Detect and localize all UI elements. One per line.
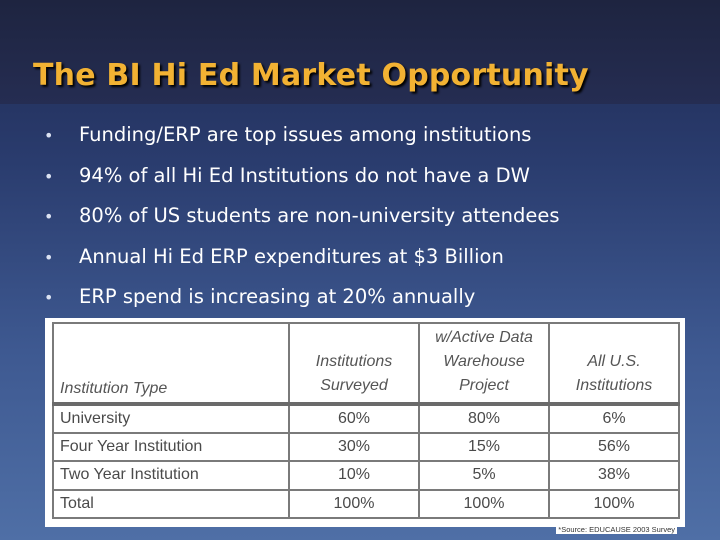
cell-type: University [52,403,290,434]
cell-dw-project: 5% [418,460,550,491]
survey-table: Institution Type Institutions Surveyed w… [52,322,680,519]
cell-dw-project: 80% [418,403,550,434]
bullet-text: ERP spend is increasing at 20% annually [79,285,476,308]
cell-type: Four Year Institution [52,431,290,462]
table-row: Total 100% 100% 100% [52,488,680,519]
title-band [0,0,720,104]
table-row: Two Year Institution 10% 5% 38% [52,460,680,491]
survey-table-card: Institution Type Institutions Surveyed w… [45,318,685,534]
header-all-us-institutions: All U.S. Institutions [548,322,680,406]
header-active-dw-project: w/Active Data Warehouse Project [418,322,550,406]
bullet-text: 80% of US students are non-university at… [79,204,560,227]
bullet-text: Funding/ERP are top issues among institu… [79,123,532,146]
bullet-dot-icon: • [44,288,54,307]
cell-surveyed: 30% [288,431,420,462]
bullet-dot-icon: • [44,207,54,226]
source-footnote: *Source: EDUCAUSE 2003 Survey [556,525,677,534]
bullet-dot-icon: • [44,247,54,267]
table-row: Four Year Institution 30% 15% 56% [52,431,680,462]
bullet-text: 94% of all Hi Ed Institutions do not hav… [79,163,530,187]
cell-all-us: 100% [548,488,680,519]
cell-all-us: 6% [548,403,680,434]
table-header-row: Institution Type Institutions Surveyed w… [52,322,680,406]
bullet-dot-icon: • [44,126,54,145]
cell-type: Total [52,488,290,519]
bullet-dot-icon: • [44,166,54,186]
cell-surveyed: 60% [288,403,420,434]
slide-title: The BI Hi Ed Market Opportunity [33,58,589,93]
cell-all-us: 38% [548,460,680,491]
table-row: University 60% 80% 6% [52,403,680,434]
cell-all-us: 56% [548,431,680,462]
cell-surveyed: 10% [288,460,420,491]
bullet-text: Annual Hi Ed ERP expenditures at $3 Bill… [79,244,504,268]
header-institution-type: Institution Type [52,322,290,406]
cell-dw-project: 100% [418,488,550,519]
cell-type: Two Year Institution [52,460,290,491]
header-institutions-surveyed: Institutions Surveyed [288,322,420,406]
cell-dw-project: 15% [418,431,550,462]
cell-surveyed: 100% [288,488,420,519]
